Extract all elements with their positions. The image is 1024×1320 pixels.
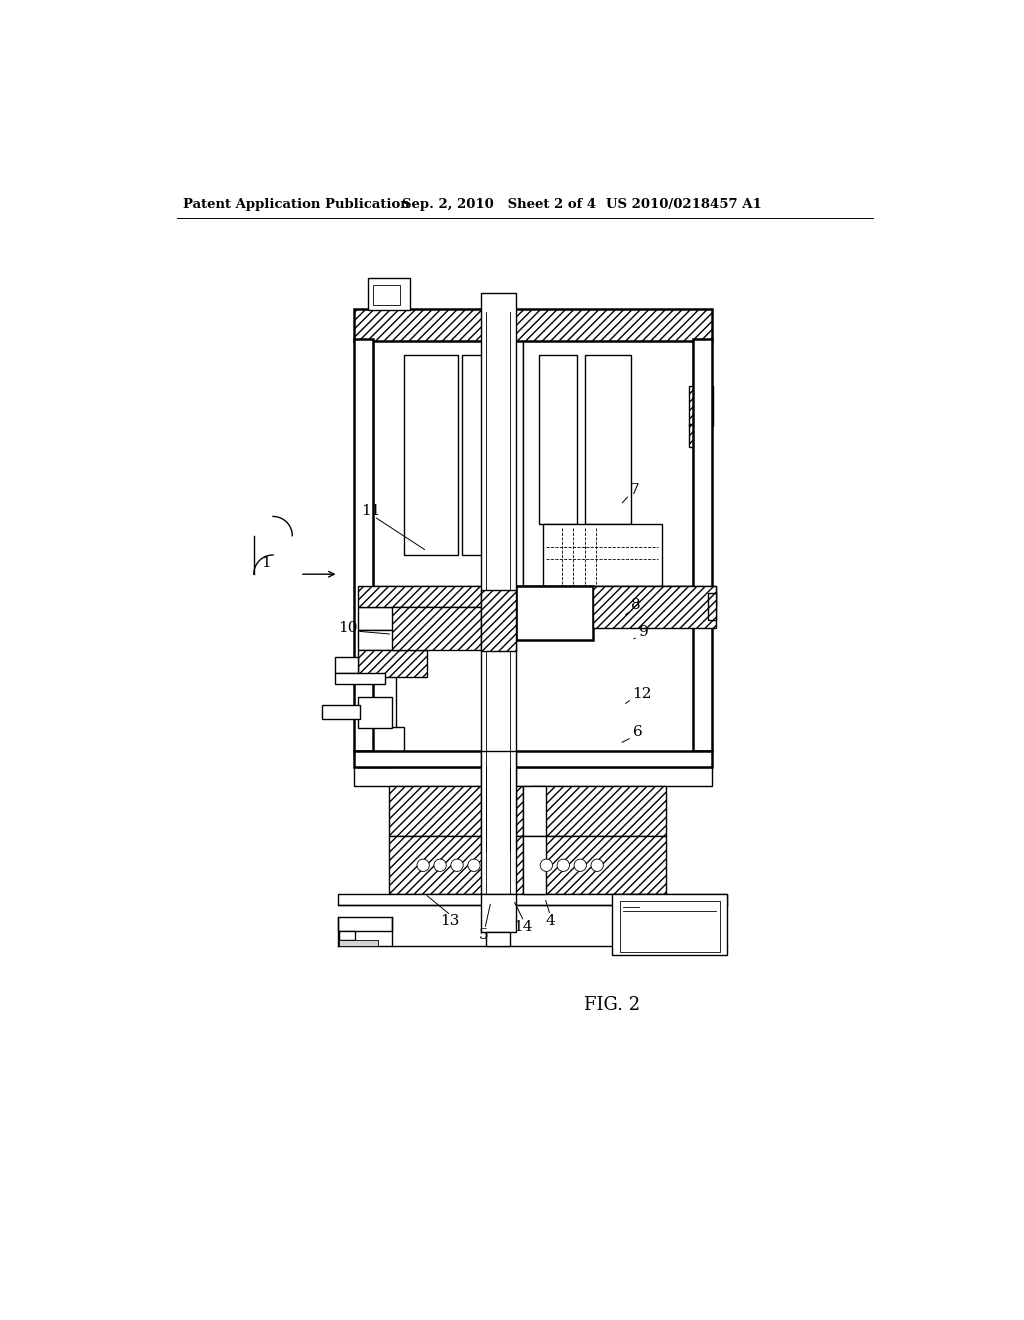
Bar — [689, 385, 714, 425]
Text: 11: 11 — [361, 504, 381, 517]
Bar — [585, 355, 631, 524]
Bar — [708, 594, 716, 620]
Bar — [357, 649, 427, 677]
Text: 9: 9 — [639, 624, 648, 639]
Bar — [481, 894, 515, 932]
Text: FIG. 2: FIG. 2 — [584, 997, 640, 1014]
Bar — [373, 339, 523, 586]
Bar — [392, 607, 484, 649]
Bar — [531, 785, 666, 836]
Bar — [388, 785, 523, 836]
Bar — [523, 339, 692, 586]
Bar — [339, 931, 354, 940]
Bar — [692, 339, 712, 751]
Bar — [388, 836, 523, 894]
Bar — [357, 751, 392, 767]
Bar — [339, 894, 727, 906]
Bar — [335, 657, 357, 673]
Text: 5: 5 — [478, 928, 488, 941]
Bar — [539, 355, 578, 524]
Bar — [462, 355, 512, 554]
Bar — [368, 277, 410, 310]
Text: 13: 13 — [440, 913, 460, 928]
Text: 10: 10 — [338, 622, 357, 635]
Bar — [339, 917, 392, 931]
Circle shape — [557, 859, 569, 871]
Bar — [611, 894, 727, 956]
Text: Patent Application Publication: Patent Application Publication — [183, 198, 410, 211]
Bar — [543, 524, 662, 586]
Bar — [515, 586, 593, 640]
Text: 7: 7 — [630, 483, 639, 496]
Bar — [481, 751, 515, 894]
Text: 8: 8 — [631, 598, 641, 612]
Circle shape — [574, 859, 587, 871]
Bar — [357, 649, 396, 750]
Bar — [523, 785, 547, 836]
Circle shape — [541, 859, 553, 871]
Circle shape — [451, 859, 463, 871]
Bar — [689, 424, 705, 447]
Circle shape — [591, 859, 603, 871]
Bar — [486, 932, 510, 946]
Text: 12: 12 — [633, 686, 652, 701]
Bar — [481, 590, 515, 651]
Circle shape — [434, 859, 446, 871]
Text: Sep. 2, 2010   Sheet 2 of 4: Sep. 2, 2010 Sheet 2 of 4 — [402, 198, 597, 211]
Text: 6: 6 — [633, 725, 642, 739]
Bar — [357, 726, 403, 766]
Bar — [322, 705, 360, 719]
Bar — [357, 631, 403, 649]
Text: US 2010/0218457 A1: US 2010/0218457 A1 — [606, 198, 762, 211]
Bar — [523, 836, 547, 894]
Bar — [357, 697, 392, 729]
Bar — [354, 339, 373, 751]
Bar — [373, 285, 400, 305]
Bar — [357, 607, 427, 631]
Circle shape — [468, 859, 480, 871]
Bar — [357, 586, 716, 607]
Circle shape — [417, 859, 429, 871]
Bar — [354, 767, 712, 785]
Bar — [620, 902, 720, 952]
Bar — [531, 836, 666, 894]
Bar — [339, 940, 378, 946]
Text: 1: 1 — [261, 556, 271, 570]
Text: 14: 14 — [513, 920, 534, 933]
Bar — [403, 355, 458, 554]
Bar — [481, 293, 515, 851]
Text: 4: 4 — [546, 913, 555, 928]
Bar — [354, 751, 712, 767]
Bar — [354, 309, 712, 341]
Bar — [593, 586, 716, 628]
Bar — [335, 673, 385, 684]
